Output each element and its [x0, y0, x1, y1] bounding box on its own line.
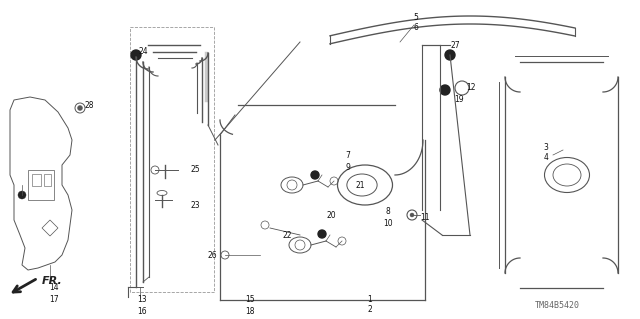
Bar [130, 27, 214, 292]
Text: 5: 5 [413, 13, 419, 23]
Text: 19: 19 [454, 95, 464, 105]
Text: 4: 4 [543, 153, 548, 162]
Text: 26: 26 [207, 250, 217, 259]
Text: 6: 6 [413, 24, 419, 33]
Text: 11: 11 [420, 213, 429, 222]
Text: 3: 3 [543, 143, 548, 152]
Circle shape [410, 213, 414, 217]
Bar [28, 170, 54, 200]
Text: 25: 25 [190, 166, 200, 174]
Bar [44, 174, 51, 186]
Circle shape [18, 191, 26, 199]
Text: 20: 20 [326, 211, 336, 219]
Text: 2: 2 [367, 306, 372, 315]
Text: 24: 24 [138, 48, 148, 56]
Circle shape [440, 85, 450, 95]
Text: 18: 18 [245, 307, 255, 315]
Text: 23: 23 [190, 201, 200, 210]
Text: 10: 10 [383, 219, 393, 227]
Text: 28: 28 [84, 100, 93, 109]
Text: 21: 21 [355, 181, 365, 189]
Text: FR.: FR. [42, 276, 63, 286]
Text: 1: 1 [367, 295, 372, 305]
Text: TM84B5420: TM84B5420 [535, 300, 580, 309]
Text: 14: 14 [49, 284, 59, 293]
Text: 17: 17 [49, 295, 59, 305]
Text: 22: 22 [282, 231, 292, 240]
Circle shape [311, 171, 319, 179]
Text: 12: 12 [467, 84, 476, 93]
Text: 27: 27 [450, 41, 460, 49]
Text: 15: 15 [245, 295, 255, 305]
Text: 8: 8 [386, 207, 390, 217]
Text: 13: 13 [137, 295, 147, 305]
Circle shape [407, 210, 417, 220]
Circle shape [131, 50, 141, 60]
Circle shape [445, 50, 455, 60]
Text: 7: 7 [346, 151, 351, 160]
Text: 9: 9 [346, 162, 351, 172]
Bar [32, 174, 41, 186]
Text: 16: 16 [137, 307, 147, 315]
Circle shape [77, 106, 83, 110]
Circle shape [318, 230, 326, 238]
